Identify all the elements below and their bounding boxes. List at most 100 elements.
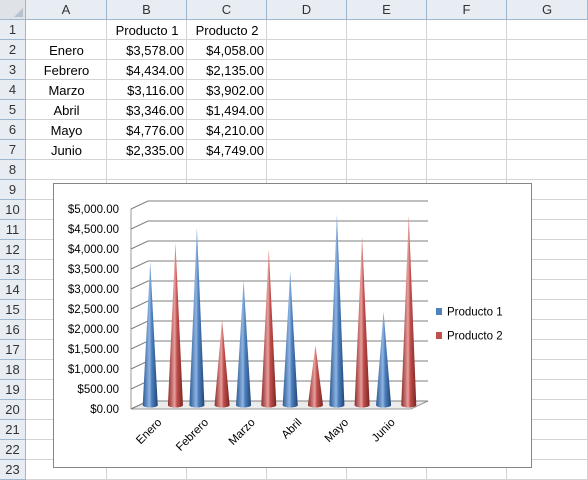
row-gridline: [26, 119, 588, 120]
cone-producto-2-febrero[interactable]: [214, 319, 230, 408]
value-cell[interactable]: $3,902.00: [206, 82, 264, 98]
cone-producto-2-junio[interactable]: [401, 215, 417, 408]
row-header-17[interactable]: 17: [0, 340, 26, 360]
chart-canvas: $0.00 $500.00 $1,000.00 $1,500.00 $2,000.00 $…: [68, 200, 503, 454]
cone-producto-1-mayo[interactable]: [329, 213, 345, 408]
row-header-19[interactable]: 19: [0, 380, 26, 400]
row-header-4[interactable]: 4: [0, 80, 26, 100]
row-header-9[interactable]: 9: [0, 180, 26, 200]
row-header-13[interactable]: 13: [0, 260, 26, 280]
row-header-1[interactable]: 1: [0, 20, 26, 40]
column-header-f[interactable]: F: [427, 0, 507, 20]
y-tick-label: $500.00: [77, 384, 119, 396]
gridline: [130, 200, 428, 210]
row-gridline: [26, 179, 588, 180]
cone-producto-1-febrero[interactable]: [189, 227, 205, 408]
row-header-20[interactable]: 20: [0, 400, 26, 420]
row-header-7[interactable]: 7: [0, 140, 26, 160]
value-cell[interactable]: $4,058.00: [206, 42, 264, 58]
legend-label: Producto 1: [447, 307, 503, 319]
row-gridline: [26, 59, 588, 60]
cone-producto-2-enero[interactable]: [167, 242, 183, 408]
header-cell[interactable]: [26, 20, 107, 40]
value-cell[interactable]: $4,434.00: [126, 62, 184, 78]
column-header-g[interactable]: G: [507, 0, 588, 20]
y-tick-label: $4,000.00: [68, 244, 119, 256]
value-cell[interactable]: $4,210.00: [206, 122, 264, 138]
row-header-21[interactable]: 21: [0, 420, 26, 440]
value-cell[interactable]: $2,335.00: [126, 142, 184, 158]
legend-swatch: [436, 308, 442, 315]
month-cell[interactable]: Enero: [49, 42, 84, 58]
x-tick-label: Marzo: [227, 417, 258, 448]
y-tick-label: $5,000.00: [68, 204, 119, 216]
y-tick-label: $0.00: [90, 404, 119, 416]
row-header-22[interactable]: 22: [0, 440, 26, 460]
column-header-c[interactable]: C: [187, 0, 267, 20]
legend-label: Producto 2: [447, 331, 503, 343]
x-tick-label: Enero: [134, 417, 164, 447]
row-header-10[interactable]: 10: [0, 200, 26, 220]
select-all-corner[interactable]: [0, 0, 26, 20]
cone-producto-1-marzo[interactable]: [236, 280, 252, 408]
header-cell[interactable]: Producto 2: [195, 22, 259, 38]
row-header-5[interactable]: 5: [0, 100, 26, 120]
value-cell[interactable]: $3,116.00: [127, 82, 184, 98]
cone-producto-2-abril[interactable]: [307, 345, 323, 408]
value-cell[interactable]: $4,776.00: [126, 122, 184, 138]
month-cell[interactable]: Marzo: [48, 82, 85, 98]
value-cell[interactable]: $3,578.00: [126, 42, 184, 58]
cone-producto-1-enero[interactable]: [142, 261, 158, 408]
y-tick-label: $4,500.00: [68, 224, 119, 236]
value-cell[interactable]: $3,346.00: [126, 102, 184, 118]
cone-producto-2-marzo[interactable]: [261, 248, 277, 408]
row-header-14[interactable]: 14: [0, 280, 26, 300]
month-cell[interactable]: Mayo: [50, 122, 83, 138]
value-cell[interactable]: $4,749.00: [206, 142, 264, 158]
x-tick-label: Mayo: [323, 417, 351, 445]
row-header-2[interactable]: 2: [0, 40, 26, 60]
y-tick-label: $2,500.00: [68, 304, 119, 316]
row-header-3[interactable]: 3: [0, 60, 26, 80]
row-header-15[interactable]: 15: [0, 300, 26, 320]
gridline: [130, 260, 428, 270]
row-gridline: [26, 39, 588, 40]
row-gridline: [26, 159, 588, 160]
value-cell[interactable]: $1,494.00: [206, 102, 264, 118]
month-cell[interactable]: Febrero: [43, 62, 90, 78]
row-header-11[interactable]: 11: [0, 220, 26, 240]
month-cell[interactable]: Junio: [50, 142, 83, 158]
gridline: [130, 240, 428, 250]
column-header-d[interactable]: D: [267, 0, 347, 20]
cone-producto-1-abril[interactable]: [282, 271, 298, 408]
row-gridline: [26, 79, 588, 80]
row-header-12[interactable]: 12: [0, 240, 26, 260]
value-cell[interactable]: $2,135.00: [206, 62, 264, 78]
month-cell[interactable]: Abril: [53, 102, 80, 118]
column-header-b[interactable]: B: [107, 0, 187, 20]
row-header-6[interactable]: 6: [0, 120, 26, 140]
column-header-e[interactable]: E: [347, 0, 427, 20]
x-tick-label: Abril: [280, 417, 305, 442]
y-tick-label: $1,000.00: [68, 364, 119, 376]
row-header-8[interactable]: 8: [0, 160, 26, 180]
cone-producto-1-junio[interactable]: [376, 311, 392, 408]
header-cell[interactable]: Producto 1: [115, 22, 179, 38]
row-header-18[interactable]: 18: [0, 360, 26, 380]
gridline: [130, 220, 428, 230]
column-header-a[interactable]: A: [26, 0, 107, 20]
legend-swatch: [436, 332, 442, 339]
y-tick-label: $1,500.00: [68, 344, 119, 356]
y-tick-label: $3,000.00: [68, 284, 119, 296]
cone-chart[interactable]: $0.00 $500.00 $1,000.00 $1,500.00 $2,000.00 $…: [53, 183, 532, 468]
row-gridline: [26, 139, 588, 140]
row-header-16[interactable]: 16: [0, 320, 26, 340]
cone-producto-2-mayo[interactable]: [354, 236, 370, 408]
row-gridline: [26, 99, 588, 100]
y-tick-label: $3,500.00: [68, 264, 119, 276]
row-header-23[interactable]: 23: [0, 460, 26, 480]
y-tick-label: $2,000.00: [68, 324, 119, 336]
x-tick-label: Febrero: [174, 417, 211, 454]
x-tick-label: Junio: [370, 417, 398, 445]
